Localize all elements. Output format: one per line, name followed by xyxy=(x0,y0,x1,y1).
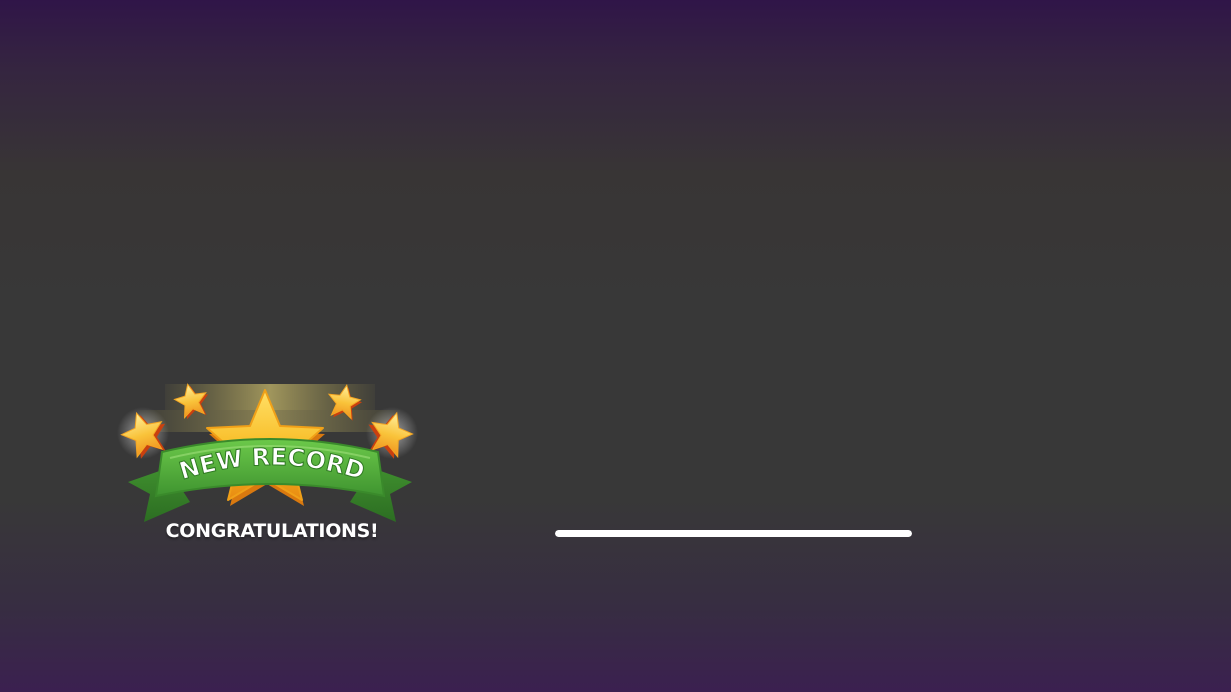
congratulations-text: CONGRATULATIONS! xyxy=(165,520,379,542)
ribbon-banner xyxy=(154,438,386,498)
star-icon xyxy=(173,383,209,420)
new-record-badge: NEW RECORD CONGRATULATIONS! xyxy=(110,370,430,560)
progress-fill xyxy=(555,530,912,537)
star-icon xyxy=(120,411,166,459)
badge-graphic: NEW RECORD xyxy=(117,383,418,522)
loading-progress-bar xyxy=(555,530,912,537)
star-icon xyxy=(327,384,363,421)
star-icon xyxy=(368,411,414,459)
